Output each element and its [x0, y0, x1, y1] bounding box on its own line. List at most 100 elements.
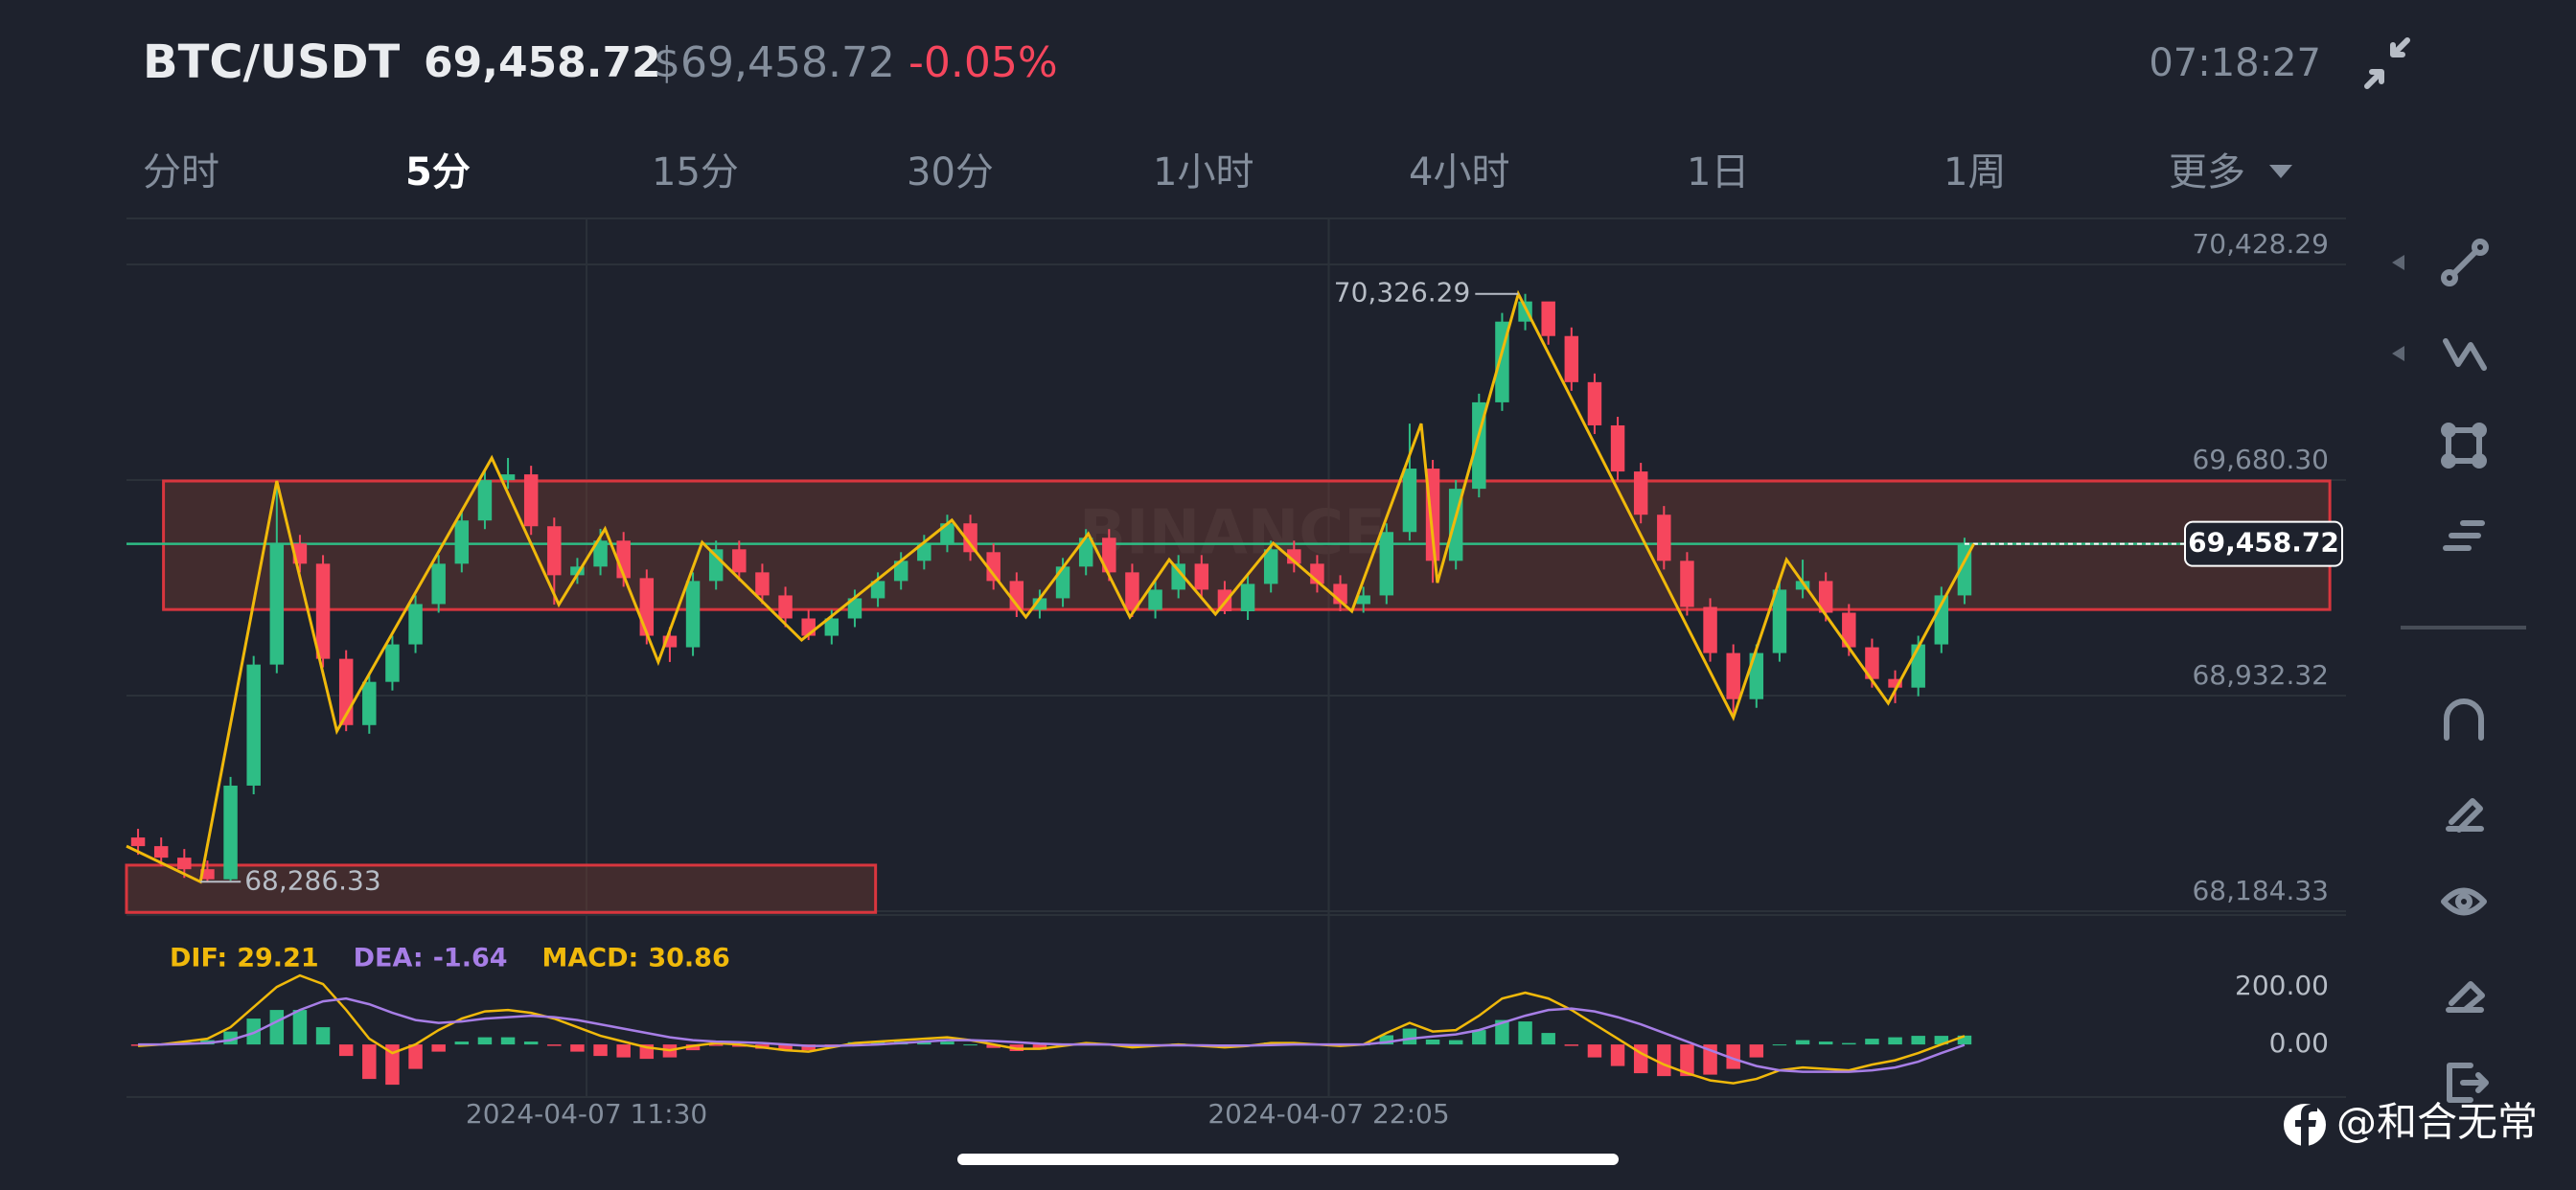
expand-arrow[interactable] — [2392, 346, 2404, 361]
range-box — [125, 863, 878, 914]
home-indicator[interactable] — [957, 1154, 1619, 1165]
magnet[interactable] — [2444, 698, 2484, 741]
tab[interactable]: 30分 — [907, 150, 994, 195]
legend-value: 30.86 — [648, 944, 729, 973]
price: 69,458.72 — [424, 38, 661, 87]
macd-bar — [940, 1041, 954, 1045]
macd-tick-label: 200.00 — [2235, 970, 2329, 1001]
candle-body — [385, 644, 400, 682]
legend-name: DIF: — [170, 944, 227, 973]
tab[interactable]: 1周 — [1944, 150, 2006, 195]
macd-line — [137, 973, 1966, 1085]
macd-bar — [1657, 1044, 1671, 1077]
expand-arrow[interactable] — [2392, 255, 2404, 270]
y-tick-label: 70,428.29 — [2192, 228, 2329, 260]
exit[interactable] — [2447, 1063, 2489, 1103]
macd-bar — [708, 1044, 724, 1046]
candle-body — [917, 543, 932, 561]
symbol[interactable]: BTC/USDT — [143, 35, 400, 89]
candle-body — [1148, 589, 1162, 610]
eraser[interactable] — [2446, 981, 2485, 1013]
last-price-label: 69,458.72 — [2188, 527, 2339, 559]
macd-bar — [1726, 1044, 1740, 1069]
macd-bar — [1495, 1019, 1509, 1045]
tab[interactable]: 5分 — [405, 150, 471, 195]
macd-bar — [1795, 1040, 1810, 1045]
macd-line — [138, 996, 1966, 1073]
macd-bar — [963, 1044, 978, 1046]
candle-body — [200, 869, 215, 880]
macd-bar — [1564, 1044, 1579, 1046]
candle-body — [1657, 515, 1671, 561]
candle-body — [1633, 471, 1648, 515]
macd-bar — [986, 1044, 1000, 1048]
macd-bar — [870, 1041, 886, 1045]
eye[interactable] — [2441, 887, 2487, 916]
candle-body — [1818, 581, 1833, 613]
candle-body — [1541, 301, 1555, 336]
toolbar — [2392, 239, 2526, 1103]
candle-body — [431, 563, 446, 605]
macd-bar — [292, 1010, 308, 1045]
candle-body — [362, 681, 377, 725]
macd-bar — [1379, 1035, 1394, 1045]
candle-body — [685, 581, 701, 648]
clock: 07:18:27 — [2149, 41, 2321, 85]
macd-bar — [1680, 1044, 1694, 1077]
macd-bar — [1842, 1042, 1856, 1045]
pencil[interactable] — [2446, 798, 2484, 833]
x-tick-label: 2024-04-07 11:30 — [466, 1098, 707, 1130]
macd-bar — [685, 1044, 701, 1051]
candle-body — [547, 526, 562, 576]
candle-body — [870, 581, 886, 599]
candle-body — [732, 549, 747, 573]
tab[interactable]: 15分 — [652, 150, 739, 195]
candle-body — [1772, 589, 1787, 653]
macd-bar — [1425, 1040, 1440, 1045]
candle-body — [1125, 572, 1139, 610]
candle-body — [1610, 424, 1625, 472]
macd-bar — [1448, 1040, 1463, 1045]
tab[interactable]: 更多 — [2169, 150, 2245, 195]
macd-bar — [1402, 1028, 1417, 1045]
candle-body — [269, 543, 285, 665]
macd-bar — [246, 1018, 261, 1045]
macd-bar — [1934, 1036, 1949, 1045]
macd-bar — [1518, 1021, 1532, 1045]
candle-body — [639, 578, 655, 636]
collapse-icon[interactable] — [2364, 37, 2410, 89]
tab[interactable]: 4小时 — [1409, 150, 1509, 195]
candle-body — [708, 549, 724, 582]
legend-name: MACD: — [542, 944, 639, 973]
candle-body — [315, 563, 331, 659]
shape-tool[interactable] — [2441, 423, 2487, 469]
macd-bar — [1772, 1044, 1787, 1046]
macd-bar — [1610, 1044, 1625, 1066]
tab[interactable]: 分时 — [143, 150, 219, 195]
line-tool[interactable] — [2441, 239, 2489, 286]
candle-body — [963, 523, 978, 553]
candle-body — [246, 664, 261, 786]
candle-body — [1055, 566, 1070, 599]
tab[interactable]: 1小时 — [1153, 150, 1254, 195]
candle-body — [1680, 561, 1694, 607]
candle-body — [570, 566, 585, 576]
candle-body — [130, 837, 146, 847]
wave-tool[interactable] — [2443, 338, 2487, 371]
candle-body — [523, 474, 539, 527]
candle-body — [177, 858, 192, 870]
y-tick-label: 69,680.30 — [2192, 444, 2329, 475]
fib-tool[interactable] — [2443, 520, 2485, 551]
macd-bar — [616, 1044, 631, 1058]
legend-value: -1.64 — [433, 944, 508, 973]
macd-bar — [523, 1041, 539, 1045]
candle-body — [223, 785, 238, 880]
candle-body — [408, 604, 423, 645]
candle-body — [1078, 538, 1093, 567]
tab[interactable]: 1日 — [1687, 150, 1749, 195]
macd-bar — [778, 1044, 793, 1051]
dropdown-arrow — [2269, 165, 2292, 178]
candle-body — [500, 474, 516, 481]
